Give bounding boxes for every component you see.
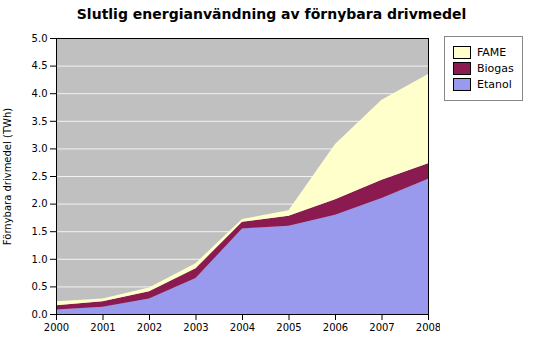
svg-text:1.5: 1.5 <box>32 226 48 237</box>
svg-text:0.0: 0.0 <box>32 309 48 320</box>
svg-text:3.5: 3.5 <box>32 116 48 127</box>
svg-text:2.0: 2.0 <box>32 198 48 209</box>
svg-text:2006: 2006 <box>323 322 348 333</box>
svg-text:4.5: 4.5 <box>32 60 48 71</box>
html-text:Etanol: Etanol <box>477 78 512 91</box>
svg-text:4.0: 4.0 <box>32 88 48 99</box>
svg-text:3.0: 3.0 <box>32 143 48 154</box>
svg-text:2000: 2000 <box>44 322 69 333</box>
svg-text:1.0: 1.0 <box>32 254 48 265</box>
svg-text:0.5: 0.5 <box>32 281 48 292</box>
svg-text:5.0: 5.0 <box>32 33 48 44</box>
svg-text:2008: 2008 <box>416 322 440 333</box>
svg-text:2007: 2007 <box>369 322 394 333</box>
svg-text:2003: 2003 <box>183 322 208 333</box>
svg-text:2001: 2001 <box>90 322 115 333</box>
html-text:FAME: FAME <box>477 46 507 59</box>
svg-text:2004: 2004 <box>230 322 255 333</box>
svg-text:Förnybara drivmedel (TWh): Förnybara drivmedel (TWh) <box>2 108 13 245</box>
svg-text:2002: 2002 <box>137 322 162 333</box>
svg-text:2005: 2005 <box>276 322 301 333</box>
html-text:Biogas: Biogas <box>477 62 514 75</box>
svg-text:2.5: 2.5 <box>32 171 48 182</box>
html-text:Slutlig energianvändning av fö: Slutlig energianvändning av förnybara dr… <box>76 6 467 22</box>
